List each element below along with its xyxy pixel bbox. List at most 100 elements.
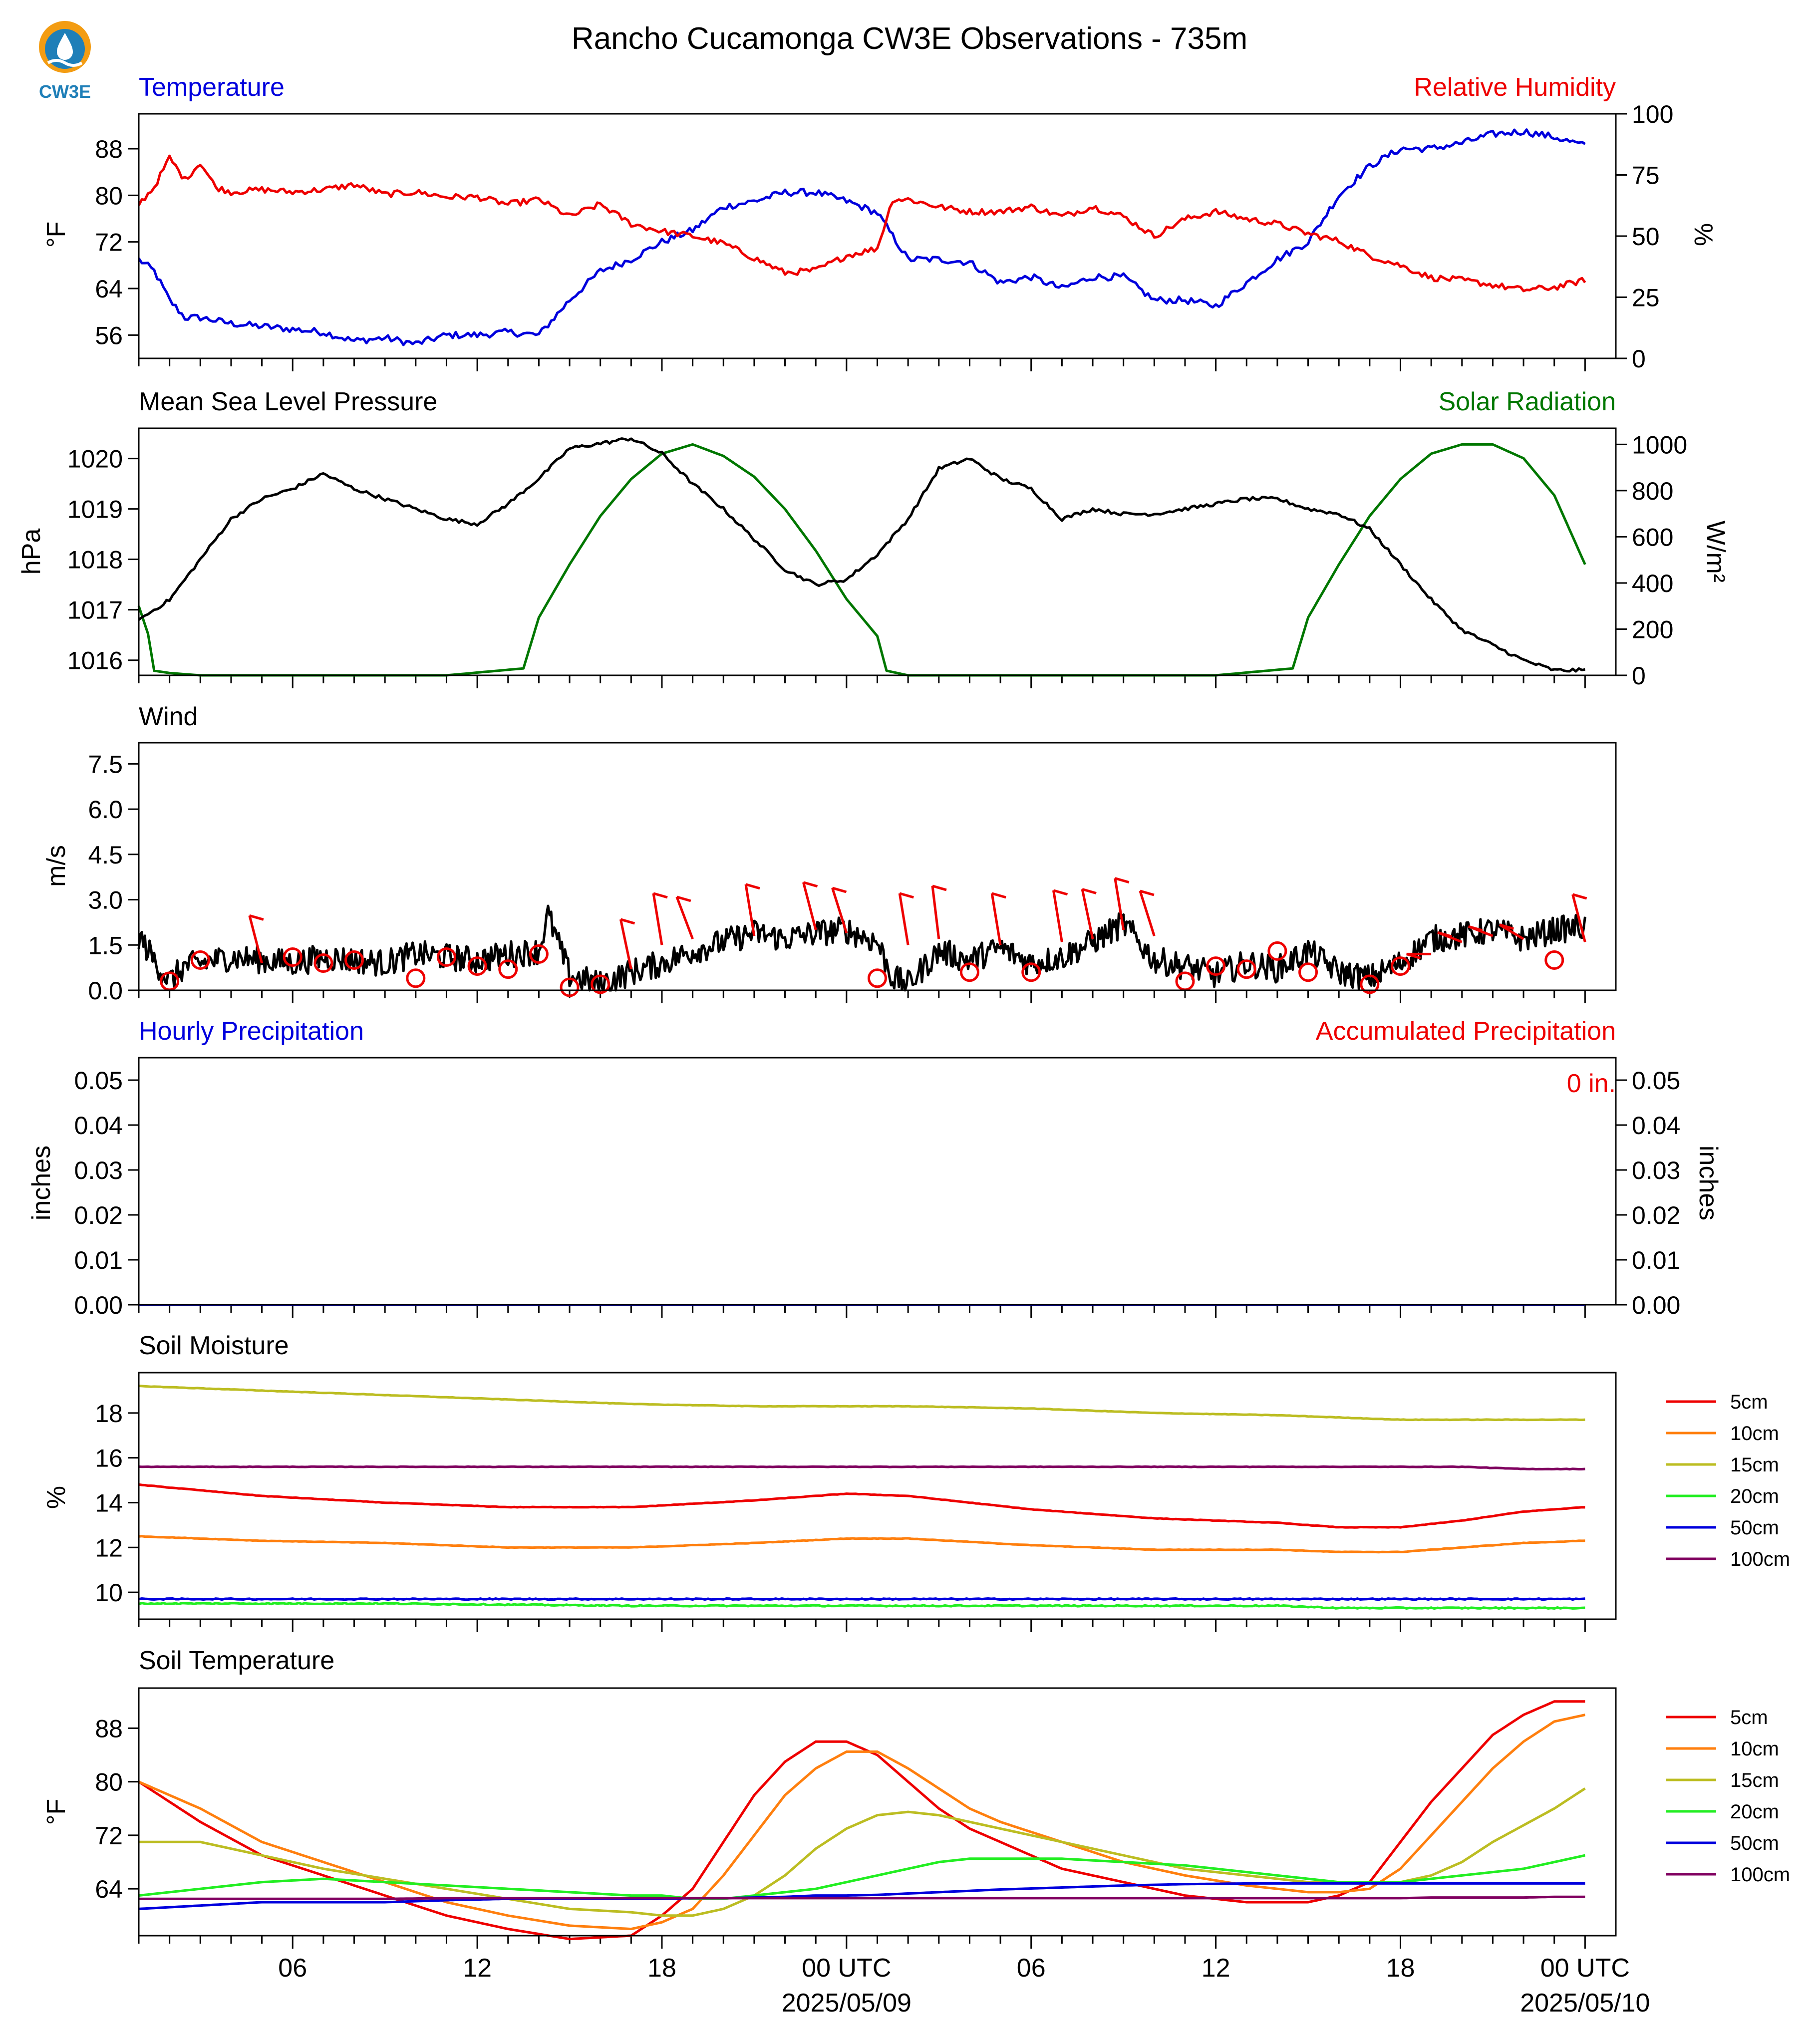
wind-barb-shaft bbox=[931, 885, 940, 939]
wind-barb-calm bbox=[1236, 959, 1256, 979]
wind-barb-calm bbox=[868, 968, 887, 988]
wind-barb-shaft bbox=[744, 884, 756, 936]
x-axis-tick-labels: 06 12 18 00 UTC 2025/05/09 06 12 18 00 UTC 2025/0… bbox=[278, 1954, 1650, 2018]
wind-barb-flag bbox=[620, 918, 635, 925]
y-tick-label: 10 bbox=[95, 1579, 123, 1607]
panel-soil-temperature: Soil Temperature °F 64 72 80 88 5cm 10cm 15cm… bbox=[42, 1646, 1790, 2018]
wind-barb-shaft bbox=[1114, 878, 1125, 930]
legend-label: 50cm bbox=[1730, 1517, 1779, 1539]
y-tick-label: 1.5 bbox=[88, 931, 123, 959]
wind-barb-calm bbox=[1021, 962, 1041, 982]
wind-barb-calm bbox=[190, 950, 210, 970]
plot-frame-wind bbox=[138, 742, 1617, 991]
soil-moisture-line-15cm bbox=[138, 1385, 1585, 1422]
soil-temperature-tick-labels: 64 72 80 88 bbox=[95, 1715, 139, 1903]
solar-tick-labels: 0 200 400 600 800 1000 bbox=[1616, 431, 1687, 690]
wind-barb-flag bbox=[991, 892, 1006, 899]
wind-barb-calm bbox=[436, 947, 456, 967]
y-tick-label: 1017 bbox=[67, 596, 123, 624]
y-tick-label: 0 bbox=[1632, 662, 1646, 690]
x-ticks bbox=[138, 1619, 1586, 1632]
wind-barb-flag bbox=[803, 881, 818, 888]
y-tick-label: 14 bbox=[95, 1489, 123, 1517]
x-tick-label: 06 bbox=[1017, 1954, 1046, 1983]
wind-barb-flag bbox=[1053, 889, 1068, 896]
wind-barb-flag bbox=[1082, 888, 1097, 894]
pressure-axis-label: hPa bbox=[17, 529, 46, 575]
panel-title-wind: Wind bbox=[139, 702, 198, 731]
panel-title-accumulated-precipitation: Accumulated Precipitation bbox=[1316, 1017, 1616, 1046]
wind-barb-calm bbox=[406, 968, 426, 988]
y-tick-label: 3.0 bbox=[88, 886, 123, 914]
wind-barb-calm bbox=[283, 947, 303, 967]
panel-pressure-solar: Mean Sea Level Pressure Solar Radiation … bbox=[17, 387, 1730, 690]
wind-barb-flag bbox=[1572, 893, 1587, 900]
y-tick-label: 0.01 bbox=[74, 1246, 123, 1274]
soil-moisture-line-100cm bbox=[138, 1465, 1585, 1471]
y-tick-label: 7.5 bbox=[88, 750, 123, 778]
wind-barb-flag bbox=[653, 892, 668, 899]
y-tick-label: 16 bbox=[95, 1445, 123, 1472]
y-tick-label: 0 bbox=[1632, 345, 1646, 373]
wind-barb-shaft bbox=[1052, 890, 1063, 942]
x-tick-date-label: 2025/05/09 bbox=[782, 1989, 911, 2018]
wind-barb-calm bbox=[1175, 971, 1195, 991]
humidity-series-line bbox=[137, 154, 1586, 292]
precip-left-tick-labels: 0.00 0.01 0.02 0.03 0.04 0.05 bbox=[74, 1067, 139, 1319]
precip-right-tick-labels: 0.00 0.01 0.02 0.03 0.04 0.05 bbox=[1616, 1067, 1680, 1319]
humidity-axis-label: % bbox=[1689, 223, 1718, 246]
y-tick-label: 88 bbox=[95, 1715, 123, 1742]
logo-text: CW3E bbox=[39, 81, 91, 102]
panel-title-soil-temperature: Soil Temperature bbox=[139, 1646, 334, 1675]
panel-title-pressure: Mean Sea Level Pressure bbox=[139, 387, 437, 416]
wind-barb-flag bbox=[932, 884, 947, 891]
wind-barb-flag bbox=[1115, 877, 1130, 884]
wind-barb-calm bbox=[1390, 956, 1410, 976]
wind-barb-shaft bbox=[898, 893, 910, 945]
wind-barb-flag bbox=[1437, 931, 1452, 938]
legend-label: 100cm bbox=[1730, 1864, 1790, 1886]
wind-barb-shaft bbox=[652, 893, 663, 945]
y-tick-label: 56 bbox=[95, 321, 123, 349]
y-tick-label: 6.0 bbox=[88, 796, 123, 824]
legend-label: 10cm bbox=[1730, 1738, 1779, 1760]
x-tick-label: 06 bbox=[278, 1954, 307, 1983]
legend-label: 100cm bbox=[1730, 1548, 1790, 1570]
soil-moisture-tick-labels: 10 12 14 16 18 bbox=[95, 1400, 139, 1607]
x-ticks bbox=[138, 990, 1586, 1003]
solar-series-line bbox=[137, 443, 1586, 677]
soil-temperature-line-5cm bbox=[138, 1700, 1585, 1941]
figure-title: Rancho Cucamonga CW3E Observations - 735… bbox=[572, 21, 1247, 56]
y-tick-label: 25 bbox=[1632, 284, 1660, 312]
wind-barb-shaft bbox=[675, 896, 694, 940]
pressure-series-line bbox=[138, 437, 1585, 673]
wind-barb-shaft bbox=[1139, 890, 1156, 936]
wind-barb-shaft bbox=[619, 919, 632, 970]
panel-title-temperature: Temperature bbox=[139, 73, 285, 102]
pressure-tick-labels: 1016 1017 1018 1019 1020 bbox=[67, 445, 139, 675]
wind-barb-calm bbox=[1298, 962, 1318, 982]
soil-moisture-line-20cm bbox=[138, 1601, 1585, 1610]
y-tick-label: 0.02 bbox=[1632, 1201, 1680, 1229]
wind-barb-calm bbox=[1206, 956, 1226, 976]
wind-barb-flag bbox=[249, 914, 264, 921]
y-tick-label: 0.02 bbox=[74, 1201, 123, 1229]
y-tick-label: 0.00 bbox=[1632, 1291, 1680, 1319]
y-tick-label: 12 bbox=[95, 1534, 123, 1562]
wind-barb-flag bbox=[899, 892, 914, 899]
soil-temperature-line-10cm bbox=[138, 1714, 1585, 1931]
y-tick-label: 1000 bbox=[1632, 431, 1687, 459]
y-tick-label: 72 bbox=[95, 229, 123, 257]
y-tick-label: 0.05 bbox=[74, 1067, 123, 1095]
legend-label: 10cm bbox=[1730, 1423, 1779, 1445]
wind-barb-flag bbox=[1406, 953, 1421, 959]
panel-title-soil-moisture: Soil Moisture bbox=[139, 1331, 289, 1360]
y-tick-label: 1019 bbox=[67, 496, 123, 524]
cw3e-logo: CW3E bbox=[39, 21, 91, 102]
y-tick-label: 600 bbox=[1632, 523, 1673, 551]
wind-speed-series-line bbox=[137, 904, 1586, 992]
wind-tick-labels: 0.0 1.5 3.0 4.5 6.0 7.5 bbox=[88, 750, 139, 1005]
wind-barb-flag bbox=[745, 883, 760, 890]
x-tick-label: 18 bbox=[1386, 1954, 1415, 1983]
y-tick-label: 64 bbox=[95, 1875, 123, 1903]
